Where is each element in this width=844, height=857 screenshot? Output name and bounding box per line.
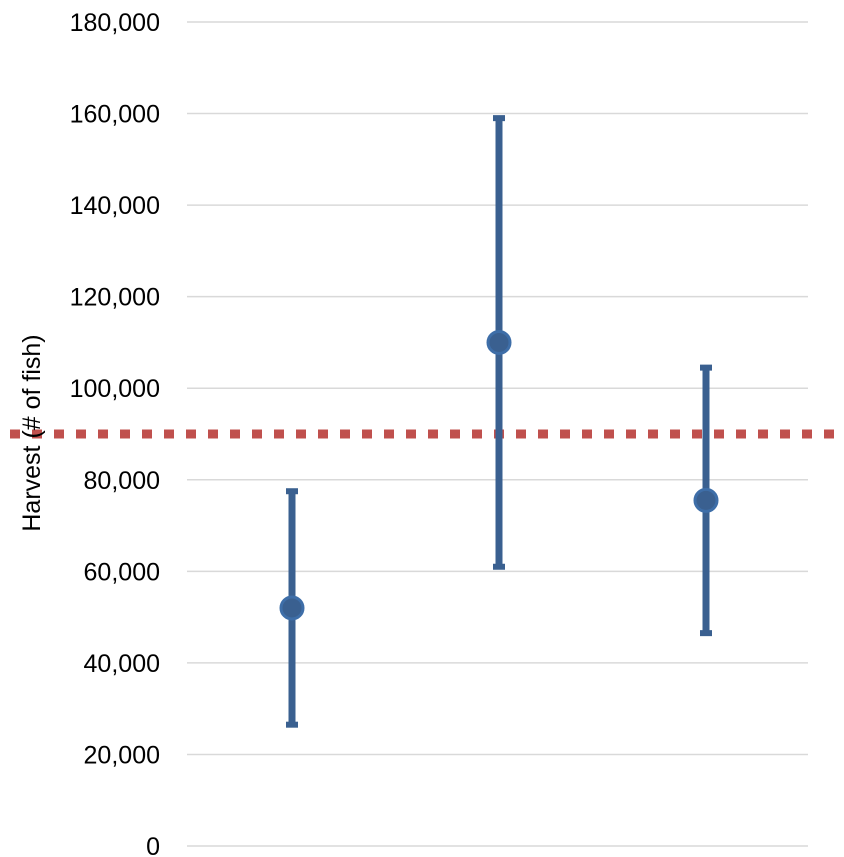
y-tick-label: 140,000: [70, 192, 160, 220]
y-tick-label: 80,000: [84, 467, 160, 495]
data-point: [486, 329, 512, 355]
y-tick-label: 20,000: [84, 741, 160, 769]
data-point: [693, 487, 719, 513]
y-tick-label: 160,000: [70, 101, 160, 129]
y-tick-label: 100,000: [70, 375, 160, 403]
y-axis-tick-labels: 0 20,000 40,000 60,000 80,000 100,000 120,000 1…: [70, 9, 160, 857]
y-tick-label: 40,000: [84, 650, 160, 678]
series-group: [279, 115, 719, 728]
y-axis-title: Harvest (# of fish): [18, 334, 46, 531]
y-tick-label: 120,000: [70, 284, 160, 312]
y-tick-label: 0: [146, 833, 160, 857]
data-point: [279, 595, 305, 621]
y-tick-label: 60,000: [84, 558, 160, 586]
y-tick-label: 180,000: [70, 9, 160, 37]
